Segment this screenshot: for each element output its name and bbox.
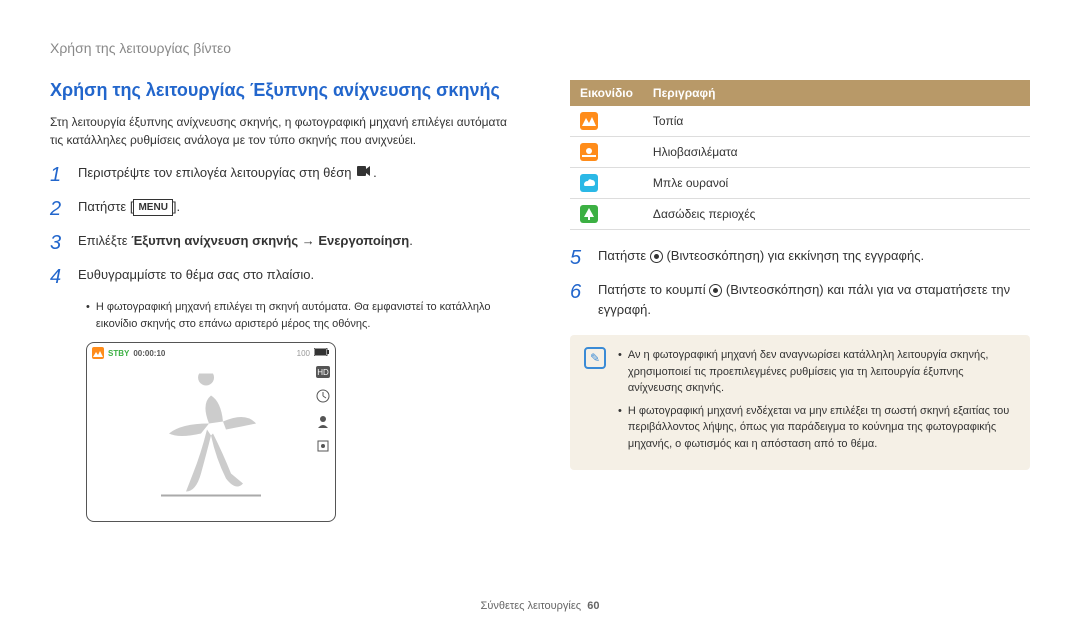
table-row: Ηλιοβασιλέματα bbox=[570, 137, 1030, 168]
info-icon: ✎ bbox=[584, 347, 606, 369]
cell-label: Δασώδεις περιοχές bbox=[643, 199, 1030, 230]
page-header: Χρήση της λειτουργίας βίντεο bbox=[50, 40, 1030, 56]
step-text: Επιλέξτε Έξυπνη ανίχνευση σκηνής → Ενεργ… bbox=[78, 231, 510, 251]
step-text: Πατήστε (Βιντεοσκόπηση) για εκκίνηση της… bbox=[598, 246, 1030, 266]
table-row: Δασώδεις περιοχές bbox=[570, 199, 1030, 230]
th-desc: Περιγραφή bbox=[643, 80, 1030, 106]
cell-icon bbox=[570, 137, 643, 168]
step-number: 2 bbox=[50, 197, 68, 221]
table-row: Μπλε ουρανοί bbox=[570, 168, 1030, 199]
step-text: Πατήστε [MENU]. bbox=[78, 197, 510, 217]
intro-text: Στη λειτουργία έξυπνης ανίχνευσης σκηνής… bbox=[50, 113, 510, 149]
steps-list-left: 1 Περιστρέψτε τον επιλογέα λειτουργίας σ… bbox=[50, 163, 510, 289]
th-icon: Εικονίδιο bbox=[570, 80, 643, 106]
cell-label: Τοπία bbox=[643, 106, 1030, 137]
cell-label: Μπλε ουρανοί bbox=[643, 168, 1030, 199]
step-number: 6 bbox=[570, 280, 588, 304]
cell-icon bbox=[570, 199, 643, 230]
cell-label: Ηλιοβασιλέματα bbox=[643, 137, 1030, 168]
step-3: 3 Επιλέξτε Έξυπνη ανίχνευση σκηνής → Ενε… bbox=[50, 231, 510, 255]
time-label: 00:00:10 bbox=[133, 349, 165, 358]
step-number: 3 bbox=[50, 231, 68, 255]
step-text: Πατήστε το κουμπί (Βιντεοσκόπηση) και πά… bbox=[598, 280, 1030, 319]
svg-text:HD: HD bbox=[317, 368, 329, 377]
step-6: 6 Πατήστε το κουμπί (Βιντεοσκόπηση) και … bbox=[570, 280, 1030, 319]
shot-top-bar: STBY 00:00:10 100 bbox=[87, 343, 335, 363]
shot-num: 100 bbox=[297, 349, 310, 358]
face-icon bbox=[316, 414, 330, 433]
clock-icon bbox=[316, 389, 330, 408]
steps-list-right: 5 Πατήστε (Βιντεοσκόπηση) για εκκίνηση τ… bbox=[570, 246, 1030, 319]
right-icons: HD bbox=[316, 365, 330, 458]
note-box: ✎ Αν η φωτογραφική μηχανή δεν αναγνωρίσε… bbox=[570, 335, 1030, 470]
table-row: Τοπία bbox=[570, 106, 1030, 137]
note-list: Αν η φωτογραφική μηχανή δεν αναγνωρίσει … bbox=[618, 347, 1016, 458]
note-item: Αν η φωτογραφική μηχανή δεν αναγνωρίσει … bbox=[618, 347, 1016, 397]
page-footer: Σύνθετες λειτουργίες 60 bbox=[0, 600, 1080, 612]
scene-icon-table: Εικονίδιο Περιγραφή ΤοπίαΗλιοβασιλέματαΜ… bbox=[570, 80, 1030, 230]
step-5: 5 Πατήστε (Βιντεοσκόπηση) για εκκίνηση τ… bbox=[570, 246, 1030, 270]
step-number: 5 bbox=[570, 246, 588, 270]
section-title: Χρήση της λειτουργίας Έξυπνης ανίχνευσης… bbox=[50, 80, 510, 101]
menu-button-icon: MENU bbox=[133, 199, 172, 216]
stby-label: STBY bbox=[108, 349, 129, 358]
content-columns: Χρήση της λειτουργίας Έξυπνης ανίχνευσης… bbox=[50, 80, 1030, 522]
target-icon bbox=[316, 439, 330, 458]
mode-icon: HD bbox=[316, 365, 330, 383]
step-2: 2 Πατήστε [MENU]. bbox=[50, 197, 510, 221]
step-text: Ευθυγραμμίστε το θέμα σας στο πλαίσιο. bbox=[78, 265, 510, 285]
video-mode-icon bbox=[355, 165, 373, 183]
right-column: Εικονίδιο Περιγραφή ΤοπίαΗλιοβασιλέματαΜ… bbox=[570, 80, 1030, 522]
step-number: 1 bbox=[50, 163, 68, 187]
step-4: 4 Ευθυγραμμίστε το θέμα σας στο πλαίσιο. bbox=[50, 265, 510, 289]
sub-bullet: Η φωτογραφική μηχανή επιλέγει τη σκηνή α… bbox=[86, 299, 510, 332]
record-button-icon bbox=[709, 284, 722, 297]
camera-screenshot: STBY 00:00:10 100 HD bbox=[86, 342, 336, 522]
step-number: 4 bbox=[50, 265, 68, 289]
left-column: Χρήση της λειτουργίας Έξυπνης ανίχνευσης… bbox=[50, 80, 510, 522]
skater-silhouette bbox=[151, 374, 271, 504]
record-button-icon bbox=[650, 250, 663, 263]
cell-icon bbox=[570, 106, 643, 137]
battery-icon bbox=[314, 348, 330, 358]
cell-icon bbox=[570, 168, 643, 199]
scene-icon bbox=[92, 347, 104, 359]
step-1: 1 Περιστρέψτε τον επιλογέα λειτουργίας σ… bbox=[50, 163, 510, 187]
step-text: Περιστρέψτε τον επιλογέα λειτουργίας στη… bbox=[78, 163, 510, 183]
note-item: Η φωτογραφική μηχανή ενδέχεται να μην επ… bbox=[618, 403, 1016, 453]
